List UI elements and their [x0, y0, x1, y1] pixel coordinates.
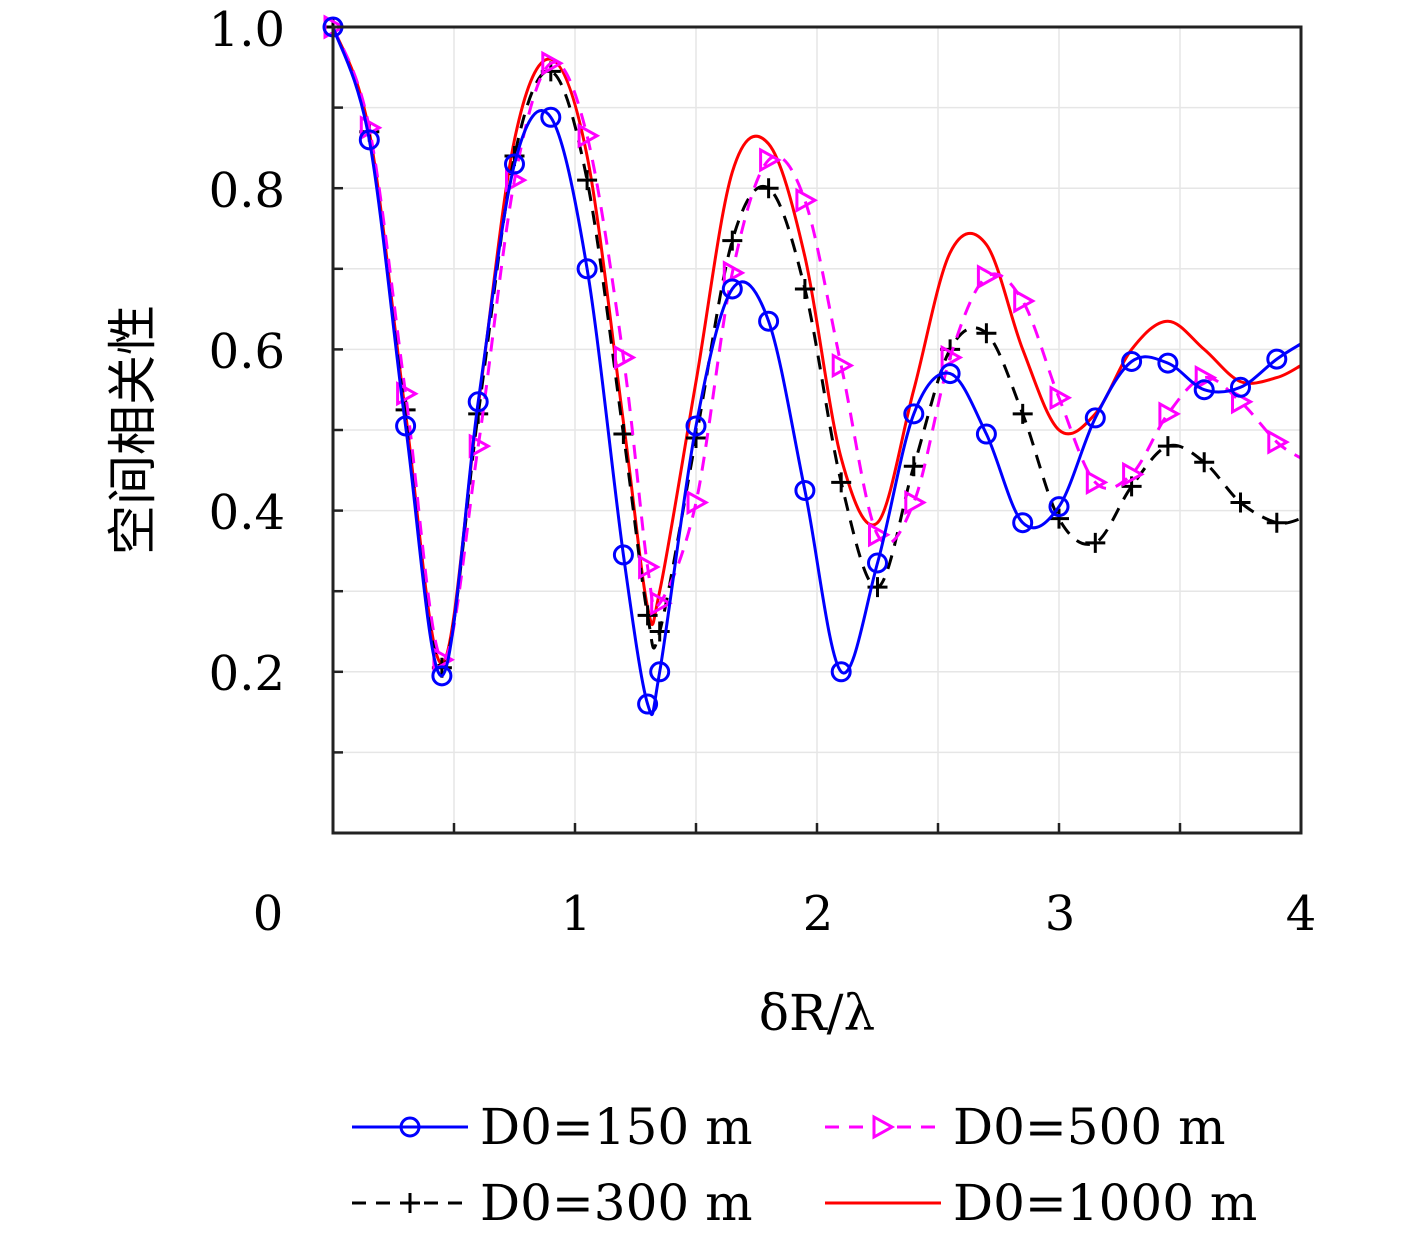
data-point — [396, 381, 419, 407]
data-point — [1157, 436, 1178, 457]
data-point — [1158, 401, 1181, 427]
data-point — [612, 544, 634, 566]
y-tick-label: 0.4 — [209, 485, 285, 541]
data-point — [649, 661, 671, 683]
series-line — [331, 26, 1302, 717]
legend-entry: D0=500 m — [825, 1098, 1226, 1156]
grid-lines — [333, 27, 1301, 833]
data-point — [637, 693, 659, 715]
data-point — [431, 665, 453, 687]
data-point — [758, 178, 779, 199]
data-point — [1013, 288, 1036, 314]
data-point — [1012, 403, 1033, 424]
data-point — [939, 363, 961, 385]
series-line — [331, 26, 1302, 662]
data-point — [1266, 348, 1288, 370]
legend-label: D0=150 m — [480, 1098, 753, 1156]
data-point — [721, 278, 743, 300]
data-point — [1266, 512, 1287, 533]
data-point — [1048, 496, 1070, 518]
series-layer — [322, 14, 1302, 717]
x-axis-label: δR/λ — [759, 984, 875, 1042]
data-point — [650, 590, 673, 616]
legend-entry: D0=1000 m — [825, 1174, 1257, 1232]
y-tick-label: 0.6 — [209, 324, 285, 380]
data-point — [1121, 350, 1143, 372]
data-point — [867, 552, 888, 574]
data-point — [975, 423, 997, 445]
legend-entry: D0=150 m — [352, 1098, 753, 1156]
legend-entry: D0=300 m — [352, 1174, 753, 1232]
data-point — [1012, 512, 1034, 534]
data-point — [1230, 492, 1251, 513]
data-point — [794, 278, 815, 299]
legend-marker — [872, 1114, 896, 1140]
data-point — [830, 661, 852, 683]
data-point — [976, 323, 997, 344]
data-point — [759, 147, 782, 173]
data-point — [613, 424, 634, 445]
data-point — [1085, 469, 1109, 495]
data-point — [976, 264, 1000, 290]
data-point — [504, 153, 525, 175]
data-point — [831, 352, 855, 379]
data-point — [795, 187, 818, 213]
data-point — [940, 344, 964, 371]
data-point — [540, 106, 562, 128]
data-point — [1157, 352, 1179, 374]
y-tick-label: 1.0 — [209, 2, 285, 58]
data-point — [686, 489, 710, 516]
data-point — [359, 115, 383, 141]
series-group — [322, 16, 1302, 717]
data-point — [358, 129, 380, 151]
data-point — [831, 472, 852, 493]
data-point — [1193, 379, 1215, 401]
data-point — [722, 260, 746, 286]
data-point — [1084, 407, 1106, 429]
legend: D0=150 m D0=300 m D0=500 m D0=1000 m — [352, 1098, 1257, 1232]
data-point — [758, 310, 780, 332]
data-point — [903, 456, 924, 477]
x-tick-label: 1 — [561, 886, 592, 942]
y-axis-label: 空间相关性 — [104, 305, 162, 555]
x-tick-label: 0 — [253, 886, 284, 942]
axis-ticks — [333, 106, 1182, 833]
data-point — [468, 433, 492, 459]
data-point — [1267, 429, 1290, 455]
data-point — [794, 479, 816, 501]
x-tick-label: 2 — [803, 886, 834, 942]
data-point — [577, 123, 601, 149]
data-point — [467, 391, 489, 413]
x-tick-label: 4 — [1286, 886, 1317, 942]
data-point — [1122, 461, 1145, 487]
data-point — [613, 344, 637, 371]
data-point — [685, 415, 707, 437]
data-point — [1085, 532, 1106, 553]
legend-label: D0=300 m — [480, 1174, 753, 1232]
legend-marker — [399, 1116, 421, 1138]
data-point — [395, 415, 417, 437]
data-point — [1194, 452, 1215, 473]
y-tick-label: 0.8 — [209, 163, 285, 219]
data-point — [1194, 365, 1218, 391]
data-point — [637, 605, 658, 626]
data-point — [577, 170, 598, 191]
data-point — [1049, 385, 1073, 411]
data-point — [868, 522, 891, 548]
x-tick-label: 3 — [1045, 886, 1076, 942]
legend-label: D0=500 m — [953, 1098, 1226, 1156]
data-point — [904, 489, 927, 516]
data-point — [1230, 376, 1251, 398]
legend-marker — [400, 1193, 420, 1213]
data-point — [1049, 508, 1069, 529]
data-point — [722, 230, 743, 251]
data-point — [638, 554, 661, 580]
data-point — [505, 167, 528, 193]
data-point — [541, 50, 564, 76]
y-tick-label: 0.2 — [209, 646, 285, 702]
legend-label: D0=1000 m — [953, 1174, 1257, 1232]
data-point — [576, 258, 598, 280]
data-point — [903, 403, 925, 425]
